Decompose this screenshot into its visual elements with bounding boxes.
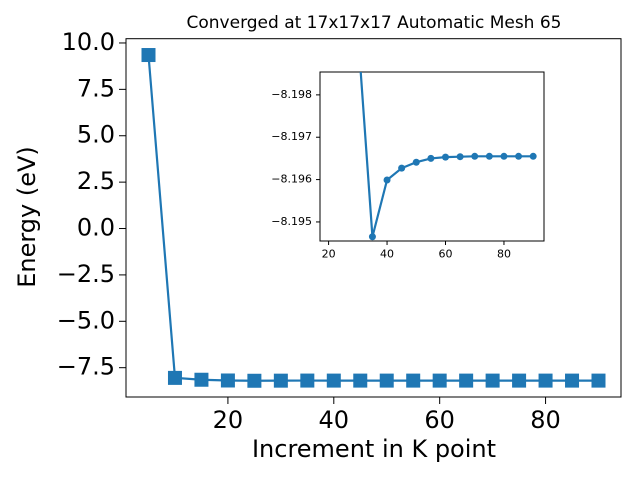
data-point <box>529 152 537 160</box>
data-point <box>565 373 580 388</box>
x-tick-label: 40 <box>319 406 350 434</box>
data-point <box>512 373 527 388</box>
data-point <box>326 373 341 388</box>
y-tick-label: −8.197 <box>271 130 312 143</box>
data-point <box>247 373 262 388</box>
series <box>359 72 537 241</box>
y-tick-label: 0.0 <box>77 214 115 242</box>
data-point <box>141 48 156 63</box>
y-tick-label: 7.5 <box>77 74 115 102</box>
data-point <box>383 176 391 184</box>
data-point <box>485 373 500 388</box>
series <box>141 48 606 388</box>
y-tick-label: 5.0 <box>77 121 115 149</box>
data-point <box>353 373 368 388</box>
data-point <box>398 164 406 172</box>
data-point <box>432 373 447 388</box>
y-tick-label: −5.0 <box>57 306 115 334</box>
data-point <box>471 152 479 160</box>
x-tick-label: 60 <box>439 247 453 260</box>
data-point <box>442 153 450 161</box>
data-point <box>406 373 421 388</box>
data-point <box>412 158 420 166</box>
data-point <box>427 154 435 162</box>
chart-title: Converged at 17x17x17 Automatic Mesh 65 <box>187 13 562 33</box>
y-tick-label: −7.5 <box>57 353 115 381</box>
y-tick-label: −8.196 <box>271 173 312 186</box>
data-point <box>167 370 182 385</box>
data-point <box>515 152 523 160</box>
x-tick-label: 80 <box>530 406 561 434</box>
y-tick-label: 10.0 <box>62 28 115 56</box>
data-point <box>220 373 235 388</box>
x-axis-label: Increment in K point <box>252 435 496 463</box>
y-axis-label: Energy (eV) <box>13 146 41 288</box>
x-tick-label: 60 <box>424 406 455 434</box>
x-tick-label: 20 <box>322 247 336 260</box>
y-tick-label: 2.5 <box>77 167 115 195</box>
data-point <box>368 233 376 241</box>
data-point <box>456 153 464 161</box>
data-point <box>300 373 315 388</box>
data-point <box>538 373 553 388</box>
x-tick-label: 20 <box>213 406 244 434</box>
y-tick-label: −2.5 <box>57 260 115 288</box>
y-tick-label: −8.195 <box>271 215 312 228</box>
data-point <box>485 152 493 160</box>
x-tick-label: 40 <box>380 247 394 260</box>
data-point <box>591 373 606 388</box>
x-tick-label: 80 <box>497 247 511 260</box>
y-tick-label: −8.198 <box>271 88 312 101</box>
data-point <box>273 373 288 388</box>
data-point <box>194 372 209 387</box>
data-point <box>379 373 394 388</box>
data-point <box>459 373 474 388</box>
data-point <box>500 152 508 160</box>
